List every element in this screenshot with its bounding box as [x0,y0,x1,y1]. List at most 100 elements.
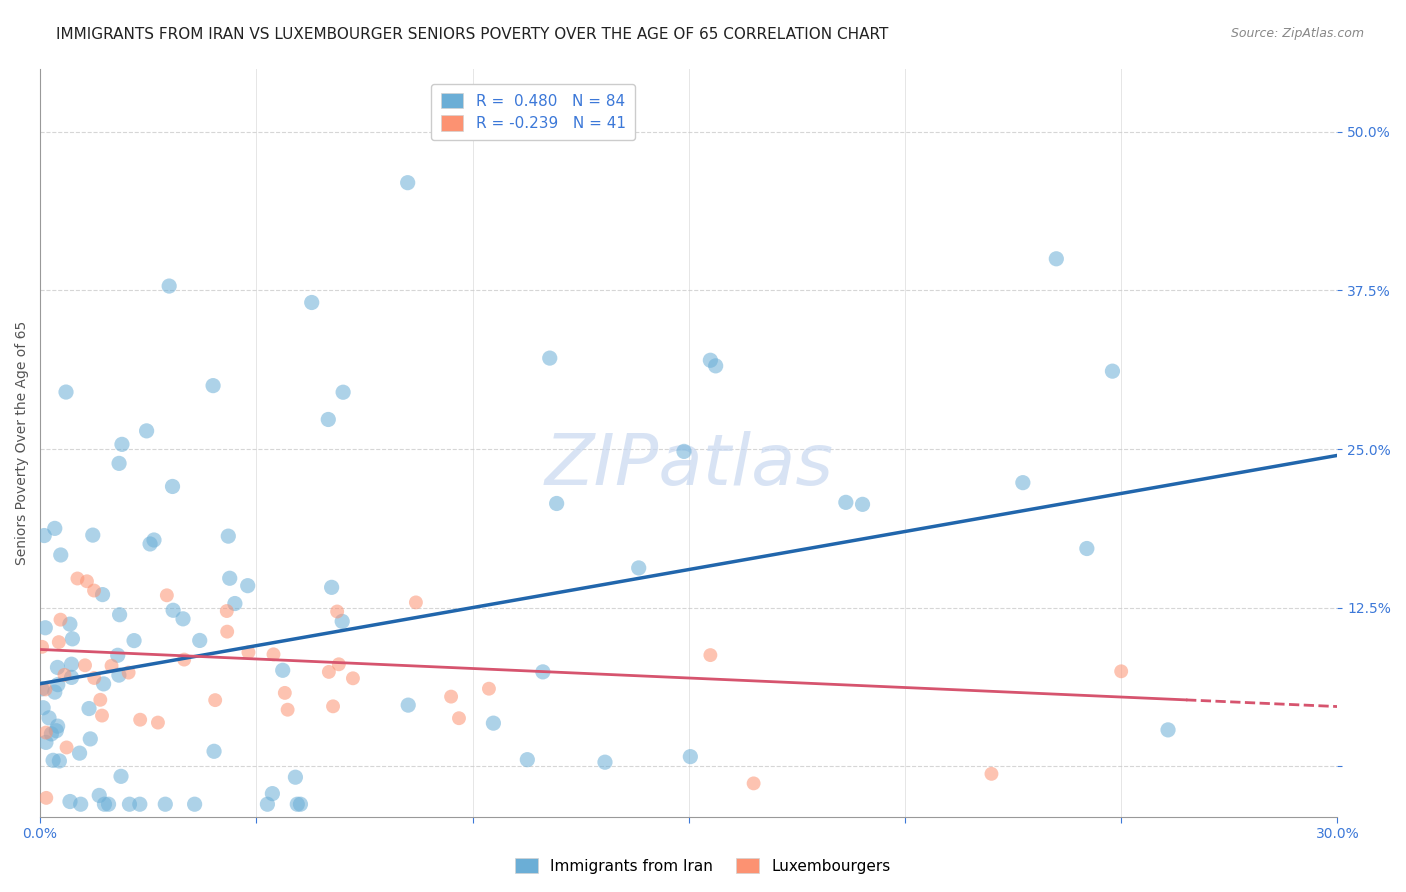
Point [49,548,72,562]
Point [263,648,285,662]
Point [73,658,96,673]
Point [79,731,101,746]
Point [31,681,53,696]
Point [42,753,65,767]
Point [262,787,284,801]
Point [516,753,538,767]
Point [48,754,70,768]
Point [835,495,858,509]
Point [284,770,307,784]
Point [157,279,180,293]
Point [60,657,83,672]
Point [478,681,501,696]
Point [93,677,115,691]
Point [627,561,650,575]
Point [77,701,100,715]
Point [46,660,69,674]
Point [117,665,139,680]
Point [139,537,162,551]
Point [108,607,131,622]
Point [277,703,299,717]
Point [44,685,66,699]
Point [41,727,63,741]
Point [204,693,226,707]
Point [110,769,132,783]
Point [89,789,111,803]
Point [83,583,105,598]
Point [35,790,58,805]
Point [318,665,340,679]
Point [405,595,427,609]
Point [129,713,152,727]
Point [332,385,354,400]
Point [55,385,77,400]
Point [45,723,67,738]
Point [111,437,134,451]
Point [290,797,312,812]
Point [34,682,56,697]
Point [172,612,194,626]
Point [60,670,83,684]
Point [156,588,179,602]
Point [31,640,53,654]
Point [122,633,145,648]
Point [59,617,82,632]
Point [59,795,82,809]
Point [35,735,58,749]
Point [482,716,505,731]
Point [851,497,873,511]
Point [447,711,470,725]
Point [162,479,184,493]
Point [35,725,58,739]
Point [218,571,240,585]
Point [285,797,308,812]
Point [1101,364,1123,378]
Point [183,797,205,812]
Point [679,749,702,764]
Point [83,671,105,685]
Point [62,632,84,646]
Point [100,658,122,673]
Point [217,529,239,543]
Point [32,528,55,542]
Point [188,633,211,648]
Point [274,686,297,700]
Point [224,597,246,611]
Point [53,668,76,682]
Point [108,456,131,470]
Point [396,176,419,190]
Point [742,776,765,790]
Point [135,424,157,438]
Legend: Immigrants from Iran, Luxembourgers: Immigrants from Iran, Luxembourgers [509,852,897,880]
Point [704,359,727,373]
Y-axis label: Seniors Poverty Over the Age of 65: Seniors Poverty Over the Age of 65 [15,320,30,565]
Point [321,580,343,594]
Point [118,797,141,812]
Point [531,665,554,679]
Point [76,574,98,589]
Point [316,412,339,426]
Point [440,690,463,704]
Point [82,528,104,542]
Point [699,648,721,662]
Point [66,572,89,586]
Point [93,797,115,812]
Point [48,635,70,649]
Text: ZIPatlas: ZIPatlas [544,431,834,500]
Point [342,671,364,685]
Point [44,521,66,535]
Point [38,711,60,725]
Point [108,668,131,682]
Point [155,797,177,812]
Point [34,621,56,635]
Point [256,797,278,812]
Point [173,652,195,666]
Point [980,767,1002,781]
Point [49,613,72,627]
Point [546,496,568,510]
Point [271,663,294,677]
Point [89,693,111,707]
Point [97,797,120,812]
Point [91,708,114,723]
Point [162,603,184,617]
